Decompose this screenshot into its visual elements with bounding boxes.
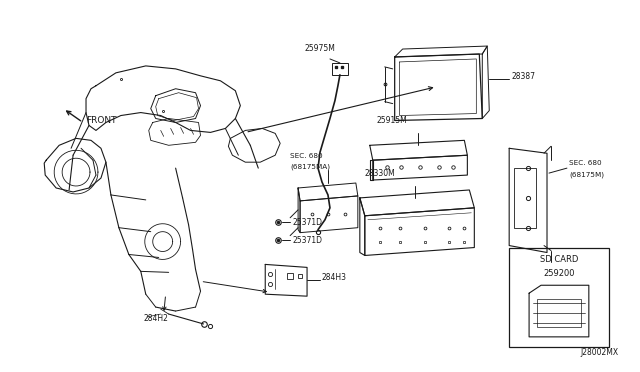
Text: 25371D: 25371D bbox=[292, 235, 322, 245]
Text: 284H2: 284H2 bbox=[144, 314, 169, 324]
Bar bbox=[509, 247, 609, 347]
Bar bbox=[332, 63, 348, 75]
Text: 259200: 259200 bbox=[543, 269, 575, 278]
Bar bbox=[537, 299, 581, 327]
Text: 25915M: 25915M bbox=[376, 116, 407, 125]
Text: (68175MA): (68175MA) bbox=[290, 164, 330, 170]
Text: 284H3: 284H3 bbox=[322, 273, 347, 282]
Text: 28330M: 28330M bbox=[364, 169, 395, 178]
Text: SD CARD: SD CARD bbox=[540, 255, 578, 264]
Text: 25975M: 25975M bbox=[305, 44, 335, 53]
Bar bbox=[514, 168, 536, 228]
Text: 25371D: 25371D bbox=[292, 218, 322, 227]
Text: SEC. 680: SEC. 680 bbox=[290, 153, 323, 159]
Text: FRONT: FRONT bbox=[86, 116, 116, 125]
Text: SEC. 680: SEC. 680 bbox=[569, 160, 602, 166]
Text: J28002MX: J28002MX bbox=[580, 348, 619, 357]
Text: (68175M): (68175M) bbox=[569, 172, 604, 178]
Text: 28387: 28387 bbox=[511, 72, 535, 81]
